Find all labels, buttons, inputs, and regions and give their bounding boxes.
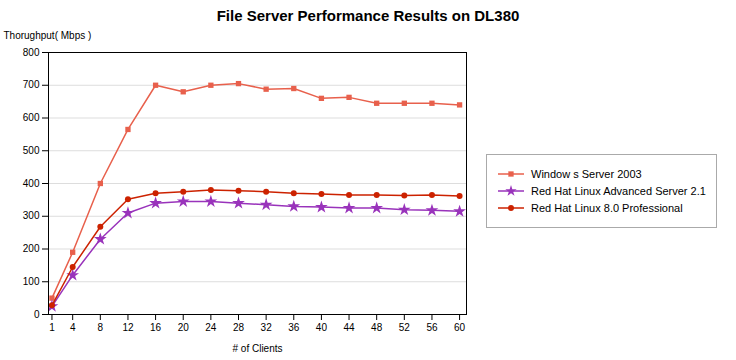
svg-text:1: 1 [49, 322, 55, 333]
html-text:File Server Performance Result: File Server Performance Results on DL380 [216, 7, 520, 24]
svg-text:60: 60 [454, 322, 466, 333]
svg-text:36: 36 [288, 322, 300, 333]
svg-text:40: 40 [316, 322, 328, 333]
svg-text:28: 28 [233, 322, 245, 333]
svg-text:700: 700 [23, 79, 40, 90]
svg-text:100: 100 [23, 276, 40, 287]
html-text:Red Hat Linux 8.0 Professional: Red Hat Linux 8.0 Professional [531, 202, 683, 214]
svg-text:56: 56 [426, 322, 438, 333]
svg-text:Thorughput( Mbps ): Thorughput( Mbps ) [4, 30, 92, 41]
svg-text:44: 44 [343, 322, 355, 333]
svg-text:8: 8 [98, 322, 104, 333]
svg-text:0: 0 [34, 309, 40, 320]
svg-text:12: 12 [122, 322, 134, 333]
svg-text:# of Clients: # of Clients [232, 343, 282, 354]
svg-text:800: 800 [23, 47, 40, 58]
svg-text:48: 48 [371, 322, 383, 333]
svg-text:20: 20 [178, 322, 190, 333]
svg-text:4: 4 [70, 322, 76, 333]
svg-text:24: 24 [205, 322, 217, 333]
svg-text:200: 200 [23, 243, 40, 254]
svg-text:400: 400 [23, 178, 40, 189]
svg-text:300: 300 [23, 210, 40, 221]
svg-text:600: 600 [23, 112, 40, 123]
svg-text:500: 500 [23, 145, 40, 156]
svg-text:32: 32 [261, 322, 273, 333]
html-text:Window s Server 2003: Window s Server 2003 [531, 168, 642, 180]
svg-text:16: 16 [150, 322, 162, 333]
svg-text:52: 52 [399, 322, 411, 333]
html-text:Red Hat Linux Advanced Server: Red Hat Linux Advanced Server 2.1 [531, 185, 706, 197]
